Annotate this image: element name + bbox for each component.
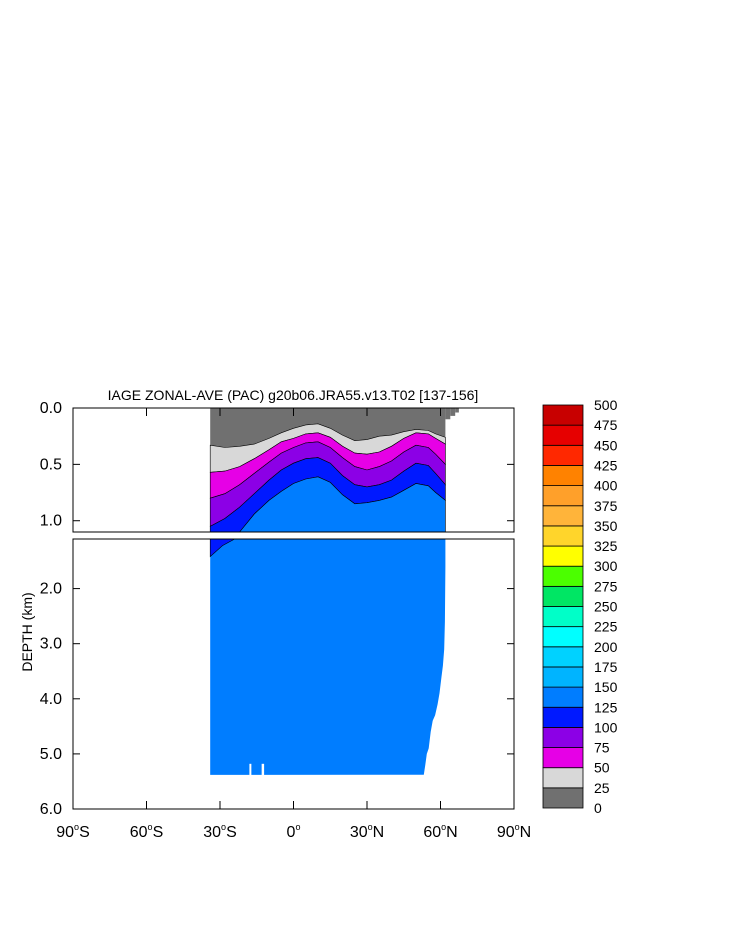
- y-tick-label: 0.5: [40, 456, 62, 473]
- y-tick-label: 4.0: [40, 691, 62, 708]
- colorbar-swatch: [542, 565, 584, 587]
- y-tick-label: 3.0: [40, 636, 62, 653]
- topography-notch: [261, 763, 265, 776]
- x-tick-label: 30oN: [350, 822, 384, 841]
- y-tick-label: 0.0: [40, 400, 62, 417]
- colorbar-label: 350: [594, 518, 618, 534]
- colorbar-swatch: [542, 787, 584, 809]
- colorbar-swatch: [542, 706, 584, 728]
- band-125-150-deep: [210, 539, 446, 775]
- x-tick-label: 60oS: [130, 822, 163, 841]
- colorbar-label: 275: [594, 578, 618, 594]
- band-125-150: [239, 476, 446, 532]
- y-tick-label: 6.0: [40, 801, 62, 818]
- x-tick-label: 90oS: [56, 822, 89, 841]
- colorbar-swatch: [542, 585, 584, 607]
- colorbar-swatch: [542, 767, 584, 789]
- x-tick-label: 30oS: [203, 822, 236, 841]
- colorbar-label: 50: [594, 760, 610, 776]
- colorbar-swatch: [542, 465, 584, 487]
- surface-shelf: [445, 408, 451, 420]
- colorbar-swatch: [542, 606, 584, 628]
- topography-notch: [249, 763, 252, 776]
- colorbar-label: 300: [594, 558, 618, 574]
- colorbar-label: 450: [594, 437, 618, 453]
- colorbar-label: 400: [594, 478, 618, 494]
- colorbar-swatch: [542, 747, 584, 769]
- colorbar-label: 250: [594, 599, 618, 615]
- colorbar-label: 100: [594, 719, 618, 735]
- colorbar-swatch: [542, 666, 584, 688]
- colorbar-swatch: [542, 626, 584, 648]
- colorbar-label: 0: [594, 800, 602, 816]
- y-axis-label: DEPTH (km): [19, 592, 35, 671]
- y-tick-label: 1.0: [40, 513, 62, 530]
- colorbar-label: 150: [594, 679, 618, 695]
- colorbar-swatch: [542, 444, 584, 466]
- colorbar-swatch: [542, 505, 584, 527]
- x-tick-label: 0o: [287, 822, 301, 841]
- colorbar-label: 325: [594, 538, 618, 554]
- y-axis: 0.0 0.5 1.0 2.0 3.0 4.0 5.0 6.0: [40, 400, 514, 818]
- lower-panel: [209, 539, 446, 776]
- y-tick-label: 5.0: [40, 746, 62, 763]
- colorbar-label: 425: [594, 457, 618, 473]
- colorbar-swatch: [542, 404, 584, 426]
- colorbar-label: 175: [594, 659, 618, 675]
- colorbar-swatch: [542, 686, 584, 708]
- colorbar-swatch: [542, 646, 584, 668]
- colorbar-swatch: [542, 727, 584, 748]
- colorbar-label: 200: [594, 639, 618, 655]
- colorbar-label: 125: [594, 699, 618, 715]
- chart-title: IAGE ZONAL-AVE (PAC) g20b06.JRA55.v13.T0…: [108, 387, 479, 403]
- colorbar: 0 25 50 75 100 125 150 175 200 225 250 275 300 325 350…: [542, 397, 618, 816]
- colorbar-label: 500: [594, 397, 618, 413]
- colorbar-swatch: [542, 545, 584, 567]
- upper-panel: [209, 408, 459, 532]
- colorbar-label: 475: [594, 417, 618, 433]
- surface-shelf: [455, 408, 459, 413]
- band-0-25: [210, 408, 446, 448]
- surface-shelf: [450, 408, 456, 416]
- colorbar-swatch: [542, 424, 584, 446]
- x-tick-label: 90oN: [497, 822, 531, 841]
- colorbar-label: 225: [594, 619, 618, 635]
- x-tick-label: 60oN: [423, 822, 457, 841]
- y-tick-label: 2.0: [40, 581, 62, 598]
- x-axis: 90oS 60oS 30oS 0o 30oN 60oN 90oN: [56, 408, 531, 841]
- colorbar-label: 75: [594, 740, 610, 756]
- colorbar-swatch: [542, 485, 584, 507]
- band-100-125-deep: [209, 539, 235, 558]
- colorbar-label: 375: [594, 498, 618, 514]
- colorbar-label: 25: [594, 780, 610, 796]
- colorbar-swatch: [542, 525, 584, 547]
